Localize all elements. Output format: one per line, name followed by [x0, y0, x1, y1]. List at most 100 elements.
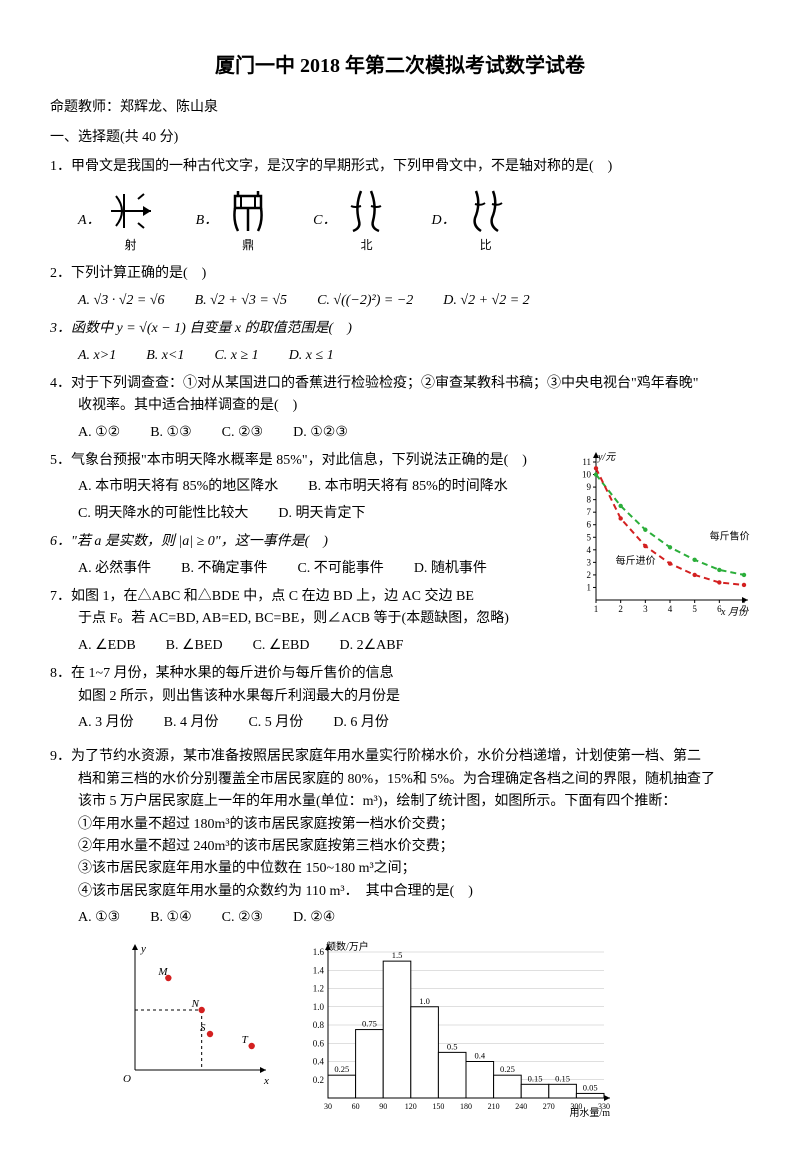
q9-text: 9．为了节约水资源，某市准备按照居民家庭年用水量实行阶梯水价，水价分档递增，计划…	[50, 749, 701, 764]
svg-text:180: 180	[460, 1102, 472, 1111]
q2-b: B. √2 + √3 = √5	[195, 290, 288, 312]
q4-d: D. ①②③	[293, 422, 348, 444]
q8-text: 8．在 1~7 月份，某种水果的每斤进价与每斤售价的信息	[50, 666, 394, 681]
q1-opt-d: D．	[431, 210, 455, 232]
q8-b: B. 4 月份	[164, 712, 219, 734]
q8-text2: 如图 2 所示，则出售该种水果每斤利润最大的月份是	[50, 689, 400, 704]
glyph-bei-icon	[341, 186, 391, 236]
q6-a: A. 必然事件	[78, 558, 151, 580]
svg-text:30: 30	[324, 1102, 332, 1111]
svg-text:90: 90	[379, 1102, 387, 1111]
svg-text:0.75: 0.75	[361, 1018, 376, 1028]
glyph-ding-label: 鼎	[242, 236, 254, 255]
fruit-price-chart: 12345678910111234567y/元x 月份每斤售价每斤进价	[570, 450, 750, 620]
svg-text:x: x	[263, 1075, 269, 1087]
svg-text:2: 2	[618, 604, 623, 614]
svg-text:7: 7	[587, 507, 592, 517]
q9-b: B. ①④	[150, 907, 191, 929]
svg-text:150: 150	[432, 1102, 444, 1111]
svg-text:3: 3	[643, 604, 648, 614]
q9-l3: ③该市居民家庭年用水量的中位数在 150~180 m³之间；	[50, 861, 416, 876]
svg-text:10: 10	[582, 470, 592, 480]
q1: 1．甲骨文是我国的一种古代文字，是汉字的早期形式，下列甲骨文中，不是轴对称的是(…	[50, 156, 750, 256]
q3-a: A. x>1	[78, 345, 116, 367]
svg-text:1.0: 1.0	[419, 995, 430, 1005]
q5-d: D. 明天肯定下	[278, 503, 365, 525]
svg-text:1: 1	[587, 583, 592, 593]
q4-text: 4．对于下列调查查：①对从某国进口的香蕉进行检验检疫；②审查某教科书稿；③中央电…	[50, 376, 698, 391]
svg-text:0.25: 0.25	[499, 1064, 514, 1074]
scatter-chart: OxyMNST	[110, 940, 270, 1090]
q6-b: B. 不确定事件	[181, 558, 267, 580]
svg-text:0.05: 0.05	[582, 1082, 597, 1092]
svg-text:60: 60	[351, 1102, 359, 1111]
svg-text:1: 1	[594, 604, 599, 614]
q4-text2: 收视率。其中适合抽样调查的是( )	[50, 398, 297, 413]
svg-text:0.8: 0.8	[312, 1020, 324, 1030]
svg-text:5: 5	[692, 604, 697, 614]
svg-text:0.25: 0.25	[334, 1064, 349, 1074]
section-heading: 一、选择题(共 40 分)	[50, 127, 750, 149]
q8-c: C. 5 月份	[248, 712, 303, 734]
q2-d: D. √2 + √2 = 2	[443, 290, 529, 312]
svg-text:120: 120	[404, 1102, 416, 1111]
q3-text: 3．函数中 y = √(x − 1) 自变量 x 的取值范围是( )	[50, 321, 352, 336]
glyph-bi-icon	[461, 186, 511, 236]
svg-text:8: 8	[587, 495, 592, 505]
svg-text:0.4: 0.4	[312, 1056, 324, 1066]
q3-b: B. x<1	[146, 345, 184, 367]
q9-c: C. ②③	[222, 907, 263, 929]
svg-text:0.6: 0.6	[312, 1038, 324, 1048]
q2-c: C. √((−2)²) = −2	[317, 290, 413, 312]
svg-text:y/元: y/元	[597, 452, 616, 463]
q9-l1: ①年用水量不超过 180m³的该市居民家庭按第一档水价交费；	[50, 817, 454, 832]
q3-d: D. x ≤ 1	[289, 345, 334, 367]
svg-text:N: N	[191, 998, 200, 1010]
q9-text2: 档和第三档的水价分别覆盖全市居民家庭的 80%，15%和 5%。为合理确定各档之…	[50, 772, 715, 787]
q7-text: 7．如图 1，在△ABC 和△BDE 中，点 C 在边 BD 上，边 AC 交边…	[50, 589, 474, 604]
q8-a: A. 3 月份	[78, 712, 134, 734]
svg-text:6: 6	[587, 520, 592, 530]
q2-a: A. √3 · √2 = √6	[78, 290, 165, 312]
svg-text:1.2: 1.2	[312, 983, 323, 993]
svg-text:3: 3	[587, 557, 592, 567]
q7-d: D. 2∠ABF	[339, 635, 403, 657]
svg-text:y: y	[140, 943, 146, 955]
svg-text:S: S	[200, 1022, 206, 1034]
q1-text: 1．甲骨文是我国的一种古代文字，是汉字的早期形式，下列甲骨文中，不是轴对称的是(…	[50, 159, 612, 174]
q2: 2．下列计算正确的是( ) A. √3 · √2 = √6 B. √2 + √3…	[50, 263, 750, 312]
svg-text:每斤售价: 每斤售价	[710, 529, 750, 542]
q3-c: C. x ≥ 1	[214, 345, 258, 367]
q5-text: 5．气象台预报"本市明天降水概率是 85%"，对此信息，下列说法正确的是( )	[50, 453, 527, 468]
svg-text:M: M	[157, 966, 168, 978]
svg-text:2: 2	[587, 570, 592, 580]
svg-text:1.5: 1.5	[391, 950, 402, 960]
q6-text: 6．"若 a 是实数，则 |a| ≥ 0"，这一事件是( )	[50, 534, 328, 549]
svg-text:1.4: 1.4	[312, 965, 324, 975]
q7-c: C. ∠EBD	[253, 635, 310, 657]
histogram-chart: 0.20.40.60.81.01.21.41.63060901201501802…	[294, 940, 614, 1120]
svg-text:270: 270	[542, 1102, 554, 1111]
glyph-ding-icon	[223, 186, 273, 236]
svg-text:9: 9	[587, 482, 592, 492]
svg-text:0.15: 0.15	[555, 1073, 570, 1083]
q9-text3: 该市 5 万户居民家庭上一年的年用水量(单位：m³)，绘制了统计图，如图所示。下…	[50, 794, 676, 809]
glyph-she-icon	[106, 186, 156, 236]
glyph-bi-label: 比	[480, 236, 492, 255]
svg-text:5: 5	[587, 532, 592, 542]
svg-text:O: O	[123, 1073, 131, 1085]
q8: 8．在 1~7 月份，某种水果的每斤进价与每斤售价的信息 如图 2 所示，则出售…	[50, 663, 750, 734]
q5-c: C. 明天降水的可能性比较大	[78, 503, 248, 525]
q9-l4: ④该市居民家庭年用水量的众数约为 110 m³． 其中合理的是( )	[50, 884, 473, 899]
q9-l2: ②年用水量不超过 240m³的该市居民家庭按第三档水价交费；	[50, 839, 454, 854]
svg-text:4: 4	[587, 545, 592, 555]
svg-text:0.4: 0.4	[474, 1050, 485, 1060]
svg-text:每斤进价: 每斤进价	[616, 554, 656, 567]
glyph-she-label: 射	[125, 236, 137, 255]
svg-text:11: 11	[582, 457, 591, 467]
svg-text:4: 4	[668, 604, 673, 614]
q1-opt-c: C．	[313, 210, 336, 232]
q6-d: D. 随机事件	[414, 558, 487, 580]
q7-a: A. ∠EDB	[78, 635, 136, 657]
svg-text:0.15: 0.15	[527, 1073, 542, 1083]
